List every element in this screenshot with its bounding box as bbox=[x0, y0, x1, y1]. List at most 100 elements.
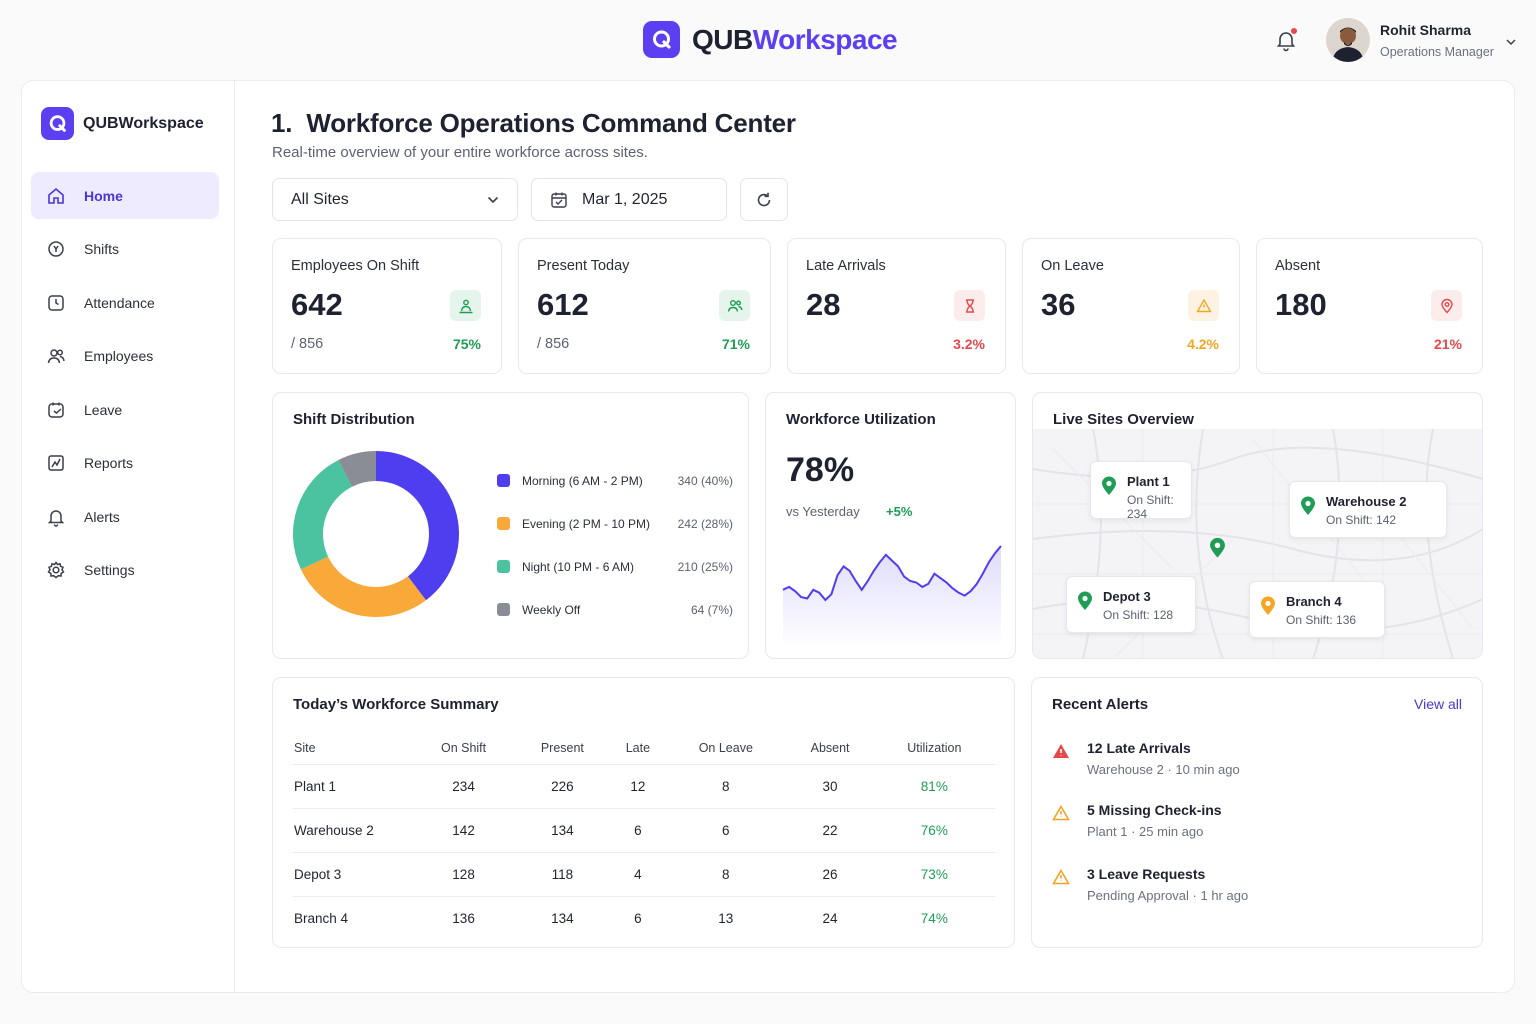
utilization-value: 78% bbox=[786, 451, 855, 489]
kpi-label: On Leave bbox=[1041, 258, 1104, 274]
table-row[interactable]: Warehouse 2 142 134 6 6 22 76% bbox=[293, 807, 995, 852]
cell-present: 134 bbox=[514, 807, 611, 852]
top-bar: QUBWorkspace Rohit Sharma Operations Man… bbox=[0, 0, 1536, 80]
cell-site: Warehouse 2 bbox=[293, 807, 413, 852]
legend-item: Weekly Off 64 (7%) bbox=[497, 588, 733, 631]
kpi-card-late-arrivals[interactable]: Late Arrivals 28 3.2% bbox=[787, 238, 1006, 374]
cell-on-shift: 142 bbox=[413, 807, 515, 852]
donut-slice[interactable] bbox=[293, 459, 353, 570]
legend-item: Evening (2 PM - 10 PM) 242 (28%) bbox=[497, 502, 733, 545]
chevron-down-icon[interactable] bbox=[1505, 34, 1517, 46]
users-present-icon bbox=[719, 290, 750, 321]
kpi-card-present-today[interactable]: Present Today 612 / 856 71% bbox=[518, 238, 771, 374]
app-brand[interactable]: QUBWorkspace bbox=[643, 21, 898, 58]
card-title: Today’s Workforce Summary bbox=[293, 696, 499, 713]
table-row[interactable]: Depot 3 128 118 4 8 26 73% bbox=[293, 851, 995, 896]
recent-alerts-card: Recent Alerts View all 12 Late Arrivals … bbox=[1031, 677, 1483, 948]
notifications-bell-icon[interactable] bbox=[1274, 28, 1298, 52]
table-row[interactable]: Branch 4 136 134 6 13 24 74% bbox=[293, 895, 995, 940]
late-clock-icon bbox=[954, 290, 985, 321]
column-header[interactable]: Present bbox=[540, 740, 584, 755]
cell-on-leave: 8 bbox=[665, 851, 787, 896]
site-pin-depot-3[interactable]: Depot 3 On Shift: 128 bbox=[1066, 576, 1196, 633]
sidebar-item-leave[interactable]: Leave bbox=[31, 386, 219, 433]
cell-absent: 30 bbox=[786, 763, 874, 808]
site-pin-branch-4[interactable]: Branch 4 On Shift: 136 bbox=[1249, 581, 1385, 638]
column-header[interactable]: Late bbox=[625, 740, 651, 755]
sidebar-item-label: Settings bbox=[84, 562, 135, 578]
sidebar-item-employees[interactable]: Employees bbox=[31, 333, 219, 380]
cell-on-shift: 128 bbox=[413, 851, 515, 896]
view-all-link[interactable]: View all bbox=[1414, 696, 1462, 712]
utilization-compare-label: vs Yesterday bbox=[786, 504, 860, 519]
avatar[interactable] bbox=[1326, 18, 1370, 62]
kpi-percent: 71% bbox=[721, 336, 750, 352]
location-pin-icon[interactable] bbox=[1209, 537, 1226, 559]
sidebar: QUBWorkspace Home Shifts Attendance Empl… bbox=[22, 81, 235, 992]
column-header[interactable]: On Leave bbox=[698, 740, 753, 755]
sidebar-item-attendance[interactable]: Attendance bbox=[31, 279, 219, 326]
site-on-shift: On Shift: 234 bbox=[1127, 493, 1174, 521]
kpi-card-on-leave[interactable]: On Leave 36 4.2% bbox=[1022, 238, 1240, 374]
workforce-utilization-card: Workforce Utilization 78% vs Yesterday +… bbox=[765, 392, 1016, 659]
cell-on-leave: 6 bbox=[665, 807, 787, 852]
kpi-card-employees-on-shift[interactable]: Employees On Shift 642 / 856 75% bbox=[272, 238, 502, 374]
site-select[interactable]: All Sites bbox=[272, 178, 518, 221]
sidebar-brand[interactable]: QUBWorkspace bbox=[41, 107, 204, 140]
legend-value: 64 (7%) bbox=[690, 602, 733, 617]
kpi-value: 180 bbox=[1275, 287, 1327, 322]
sidebar-item-shifts[interactable]: Shifts bbox=[31, 226, 219, 273]
user-role: Operations Manager bbox=[1380, 45, 1494, 59]
column-header[interactable]: On Shift bbox=[440, 740, 487, 755]
kpi-label: Present Today bbox=[537, 258, 630, 274]
warning-icon bbox=[1188, 290, 1219, 321]
q-logo-icon bbox=[41, 107, 74, 140]
kpi-value: 36 bbox=[1041, 287, 1076, 322]
kpi-card-absent[interactable]: Absent 180 21% bbox=[1256, 238, 1483, 374]
chevron-down-icon bbox=[487, 196, 499, 203]
cell-absent: 26 bbox=[786, 851, 874, 896]
workforce-summary-table: Site On Shift Present Late On Leave Abse… bbox=[293, 732, 995, 940]
site-pin-plant-1[interactable]: Plant 1 On Shift: 234 bbox=[1090, 461, 1192, 521]
alert-meta: Warehouse 2 · 10 min ago bbox=[1087, 762, 1240, 777]
legend-label: Night (10 PM - 6 AM) bbox=[522, 559, 635, 574]
refresh-button[interactable] bbox=[740, 178, 788, 221]
donut-slice[interactable] bbox=[338, 451, 376, 487]
calendar-icon bbox=[551, 192, 567, 208]
sidebar-item-reports[interactable]: Reports bbox=[31, 440, 219, 487]
cell-present: 118 bbox=[514, 851, 611, 896]
date-picker[interactable]: Mar 1, 2025 bbox=[531, 178, 727, 221]
kpi-label: Absent bbox=[1275, 258, 1321, 274]
cell-site: Depot 3 bbox=[293, 851, 413, 896]
sidebar-item-settings[interactable]: Settings bbox=[31, 547, 219, 594]
trend-area bbox=[783, 546, 1001, 648]
kpi-total: / 856 bbox=[537, 336, 570, 352]
legend-label: Weekly Off bbox=[522, 602, 581, 617]
donut-slice[interactable] bbox=[300, 556, 426, 617]
shift-legend: Morning (6 AM - 2 PM) 340 (40%) Evening (… bbox=[497, 459, 733, 631]
location-pin-icon bbox=[1102, 476, 1116, 495]
kpi-value: 612 bbox=[537, 287, 589, 322]
employees-icon bbox=[47, 349, 65, 364]
sidebar-item-alerts[interactable]: Alerts bbox=[31, 493, 219, 540]
sidebar-item-home[interactable]: Home bbox=[31, 172, 219, 219]
shifts-icon bbox=[48, 241, 64, 257]
column-header[interactable]: Site bbox=[294, 740, 316, 755]
column-header[interactable]: Utilization bbox=[907, 740, 962, 755]
column-header[interactable]: Absent bbox=[810, 740, 850, 755]
kpi-percent: 75% bbox=[452, 336, 481, 352]
legend-item: Morning (6 AM - 2 PM) 340 (40%) bbox=[497, 459, 733, 502]
kpi-label: Employees On Shift bbox=[291, 258, 420, 274]
site-pin-warehouse-2[interactable]: Warehouse 2 On Shift: 142 bbox=[1289, 481, 1447, 538]
donut-slice[interactable] bbox=[376, 451, 459, 601]
cell-late: 6 bbox=[610, 807, 666, 852]
site-name: Warehouse 2 bbox=[1326, 494, 1407, 509]
table-row[interactable]: Plant 1 234 226 12 8 30 81% bbox=[293, 763, 995, 808]
workforce-summary-card: Today’s Workforce Summary Site On Shift … bbox=[272, 677, 1015, 948]
location-pin-icon bbox=[1431, 290, 1462, 321]
cell-late: 12 bbox=[610, 763, 666, 808]
cell-utilization: 76% bbox=[873, 807, 995, 852]
kpi-value: 28 bbox=[806, 287, 841, 322]
kpi-label: Late Arrivals bbox=[806, 258, 886, 274]
sidebar-item-label: Home bbox=[84, 187, 123, 204]
